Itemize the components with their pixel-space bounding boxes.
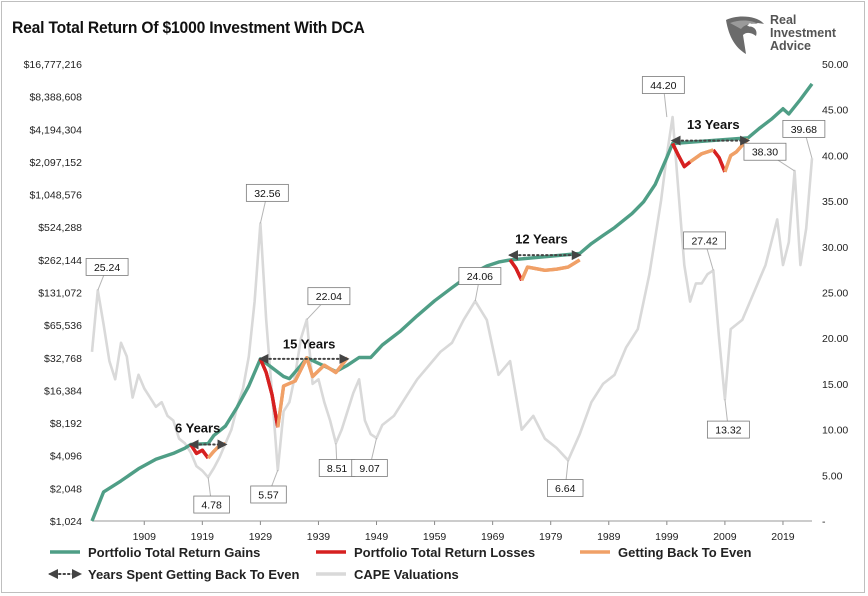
callout-box bbox=[458, 267, 502, 285]
period-label: 15 Years bbox=[283, 336, 336, 351]
y-right-tick-label: 45.00 bbox=[822, 105, 848, 117]
losses-segment-overlay bbox=[508, 258, 524, 282]
callout-label: 6.64 bbox=[555, 483, 576, 495]
callout-box bbox=[782, 119, 826, 138]
logo-line-3: Advice bbox=[770, 39, 811, 53]
legend-label: Portfolio Total Return Gains bbox=[88, 545, 260, 560]
legend-label: Years Spent Getting Back To Even bbox=[88, 567, 299, 582]
y-left-tick-label: $1,048,576 bbox=[29, 190, 82, 202]
y-right-tick-label: 15.00 bbox=[822, 379, 848, 391]
callout-label: 44.20 bbox=[650, 80, 676, 92]
y-left-tick-label: $4,194,304 bbox=[29, 124, 82, 136]
y-right-tick-label: 25.00 bbox=[822, 288, 848, 300]
callout-label: 32.56 bbox=[254, 188, 280, 200]
callout-label: 8.51 bbox=[327, 463, 348, 475]
y-left-tick-label: $1,024 bbox=[50, 516, 82, 528]
x-tick-label: 1979 bbox=[539, 531, 563, 543]
y-left-tick-label: $524,288 bbox=[38, 222, 82, 234]
losses-segment-overlay bbox=[711, 148, 727, 173]
logo: Real Investment Advice bbox=[720, 14, 860, 60]
y-right-tick-label: 5.00 bbox=[822, 470, 843, 482]
callout-box bbox=[706, 420, 750, 439]
callout-label: 13.32 bbox=[715, 425, 741, 437]
x-tick-label: 1999 bbox=[655, 531, 679, 543]
recovery-segment bbox=[276, 356, 349, 428]
x-tick-label: 1939 bbox=[307, 531, 331, 543]
losses-segment-overlay bbox=[258, 358, 280, 428]
callout-box bbox=[85, 258, 129, 276]
callout-label: 27.42 bbox=[691, 235, 717, 247]
logo-text: Real Investment Advice bbox=[770, 14, 836, 53]
cape-valuations-line bbox=[90, 115, 814, 479]
legend: Portfolio Total Return Gains Portfolio To… bbox=[48, 545, 751, 582]
chart-title: Real Total Return Of $1000 Investment Wi… bbox=[12, 18, 365, 37]
callout-box bbox=[245, 183, 289, 202]
callout-box bbox=[683, 231, 726, 250]
y-right-tick-label: 30.00 bbox=[822, 242, 848, 254]
annotations-layer: 25.24 32.56 22.04 4.78 5.57 8.51 9.07 24.06 6.64… bbox=[85, 76, 826, 514]
y-right-tick-label: 50.00 bbox=[822, 59, 848, 71]
logo-line-2: Investment bbox=[770, 26, 836, 40]
recovery-segment-overlay bbox=[276, 356, 349, 428]
y-left-tick-label: $2,048 bbox=[50, 483, 82, 495]
callout-label: 5.57 bbox=[258, 489, 279, 501]
y-left-tick-label: $16,384 bbox=[44, 385, 82, 397]
y-left-tick-label: $65,536 bbox=[44, 320, 82, 332]
y-left-tick-label: $32,768 bbox=[44, 353, 82, 365]
y-left-tick-label: $131,072 bbox=[38, 288, 82, 300]
y-left-tick-label: $8,192 bbox=[50, 418, 82, 430]
y-left-tick-label: $2,097,152 bbox=[29, 157, 82, 169]
y-left-tick-label: $4,096 bbox=[50, 451, 82, 463]
x-tick-label: 1949 bbox=[365, 531, 389, 543]
legend-label: Getting Back To Even bbox=[618, 545, 751, 560]
x-tick-label: 1909 bbox=[133, 531, 157, 543]
portfolio-layer bbox=[90, 82, 814, 522]
callout-box bbox=[307, 287, 351, 306]
y-right-tick-label: 20.00 bbox=[822, 333, 848, 345]
x-tick-label: 2019 bbox=[771, 531, 795, 543]
callout-label: 4.78 bbox=[201, 500, 222, 512]
callout-label: 22.04 bbox=[316, 291, 342, 303]
y-right-tick-label: - bbox=[822, 516, 826, 528]
period-label: 6 Years bbox=[175, 421, 220, 436]
callout-box bbox=[743, 142, 787, 161]
logo-line-1: Real bbox=[770, 13, 797, 27]
callout-box bbox=[641, 76, 685, 94]
callout-label: 39.68 bbox=[791, 124, 817, 136]
callout-box bbox=[547, 479, 584, 497]
callout-label: 38.30 bbox=[752, 147, 778, 159]
y-right-tick-label: 40.00 bbox=[822, 150, 848, 162]
x-tick-label: 1969 bbox=[481, 531, 505, 543]
y-left-tick-label: $262,144 bbox=[38, 255, 82, 267]
callout-label: 24.06 bbox=[467, 271, 493, 283]
recovery-segment-overlay bbox=[689, 148, 714, 164]
axes: $1,024 $2,048 $4,096 $8,192 $16,384 $32,768 $6… bbox=[24, 59, 849, 543]
recovery-segment-overlay bbox=[520, 258, 581, 281]
y-right-tick-label: 10.00 bbox=[822, 425, 848, 437]
y-left-tick-label: $8,388,608 bbox=[29, 92, 82, 104]
losses-segment-overlay bbox=[671, 142, 692, 169]
cape-layer bbox=[90, 115, 814, 479]
period-label: 13 Years bbox=[687, 117, 740, 132]
callout-box bbox=[250, 485, 287, 504]
callout-box bbox=[193, 495, 230, 514]
legend-label: Portfolio Total Return Losses bbox=[354, 545, 535, 560]
y-right-tick-label: 35.00 bbox=[822, 196, 848, 208]
period-label: 12 Years bbox=[515, 232, 568, 247]
x-tick-label: 1959 bbox=[423, 531, 447, 543]
eagle-head-icon bbox=[726, 16, 764, 54]
x-tick-label: 2009 bbox=[713, 531, 737, 543]
legend-label: CAPE Valuations bbox=[354, 567, 459, 582]
gains-line bbox=[90, 82, 814, 522]
x-tick-label: 1919 bbox=[191, 531, 215, 543]
y-left-tick-label: $16,777,216 bbox=[24, 59, 83, 71]
callout-label: 9.07 bbox=[359, 463, 380, 475]
x-tick-label: 1929 bbox=[249, 531, 273, 543]
callout-label: 25.24 bbox=[94, 262, 120, 274]
x-tick-label: 1989 bbox=[597, 531, 621, 543]
callout-box bbox=[351, 459, 388, 477]
